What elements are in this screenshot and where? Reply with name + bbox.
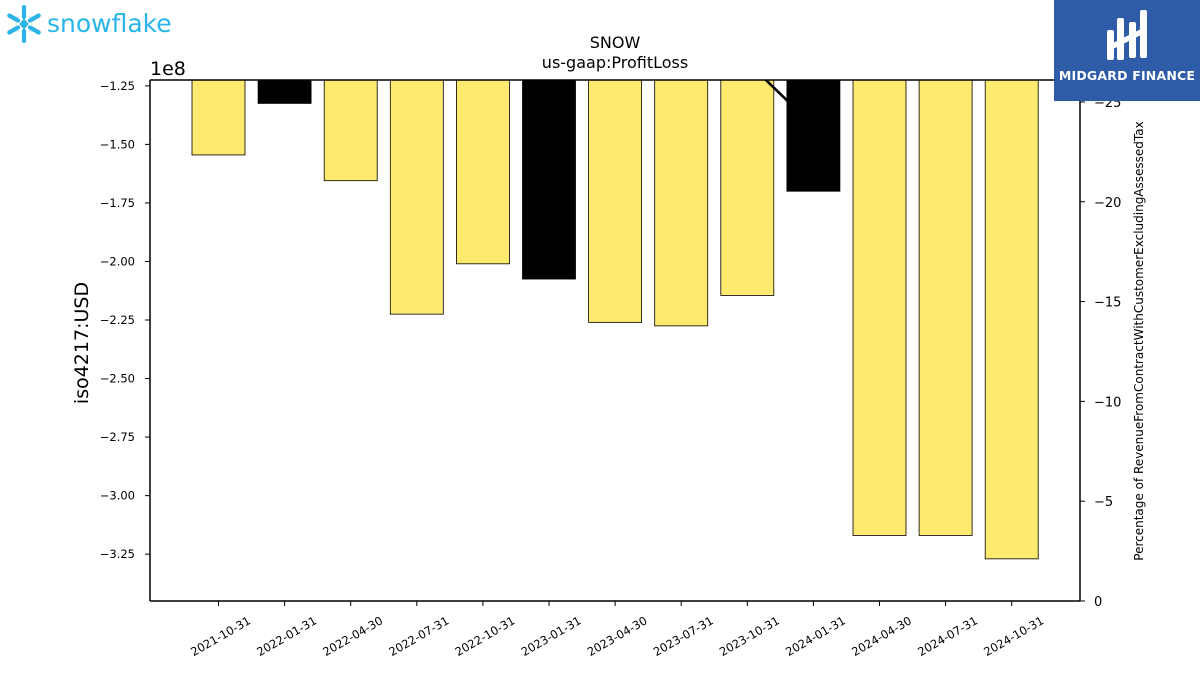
bar: [984, 80, 1039, 560]
midgard-emblem-icon: [1107, 10, 1147, 60]
x-tick-label: 2024-10-31: [981, 613, 1046, 659]
snowflake-icon: [7, 4, 41, 44]
x-tick-label: 2023-01-31: [519, 613, 584, 659]
y-tick-label: −1.50: [100, 137, 135, 151]
bar: [257, 80, 312, 104]
snowflake-wordmark: snowflake: [47, 9, 172, 38]
chart-title: SNOW: [590, 33, 641, 52]
x-tick-label: 2024-04-30: [849, 613, 914, 659]
bar: [786, 80, 841, 192]
y-tick-label: −2.25: [100, 313, 135, 327]
y-tick-label: −2.50: [100, 372, 135, 386]
bar: [323, 80, 378, 182]
bar: [852, 80, 907, 536]
x-tick-label: 2023-10-31: [717, 613, 782, 659]
x-tick-label: 2022-01-31: [254, 613, 319, 659]
y2-tick-label: −20: [1094, 196, 1121, 211]
bar: [654, 80, 709, 327]
snowflake-logo: snowflake: [4, 4, 179, 44]
y-tick-label: −2.75: [100, 430, 135, 444]
y-offset-label: 1e8: [150, 58, 186, 80]
y-tick-label: −1.75: [100, 196, 135, 210]
y2-tick-label: 0: [1094, 595, 1102, 610]
y-axis-label: iso4217:USD: [71, 282, 93, 404]
y2-axis-label: Percentage of RevenueFromContractWithCus…: [1132, 121, 1146, 560]
bar: [918, 80, 973, 536]
bar: [522, 80, 576, 280]
midgard-finance-logo: MIDGARD FINANCE: [1054, 0, 1200, 101]
y2-tick-label: −5: [1094, 495, 1113, 510]
bar: [389, 80, 444, 315]
x-tick-label: 2022-07-31: [386, 613, 451, 659]
y2-tick-label: −10: [1094, 395, 1121, 410]
y2-tick-label: −15: [1094, 296, 1121, 311]
y-tick-label: −3.00: [100, 489, 135, 503]
x-tick-label: 2022-04-30: [320, 613, 385, 659]
x-tick-label: 2024-07-31: [915, 613, 980, 659]
bar: [588, 80, 642, 323]
bar: [455, 80, 510, 265]
chart-subtitle: us-gaap:ProfitLoss: [542, 53, 688, 72]
x-tick-label: 2023-07-31: [651, 613, 716, 659]
y-tick-label: −1.25: [100, 79, 135, 93]
x-tick-label: 2022-10-31: [453, 613, 518, 659]
x-tick-label: 2021-10-31: [188, 613, 253, 659]
bar: [720, 80, 775, 296]
y-tick-label: −3.25: [100, 547, 135, 561]
bar: [191, 80, 246, 156]
y-tick-label: −2.00: [100, 254, 135, 268]
x-tick-label: 2023-04-30: [585, 613, 650, 659]
x-tick-label: 2024-01-31: [783, 613, 848, 659]
midgard-finance-wordmark: MIDGARD FINANCE: [1058, 68, 1196, 83]
